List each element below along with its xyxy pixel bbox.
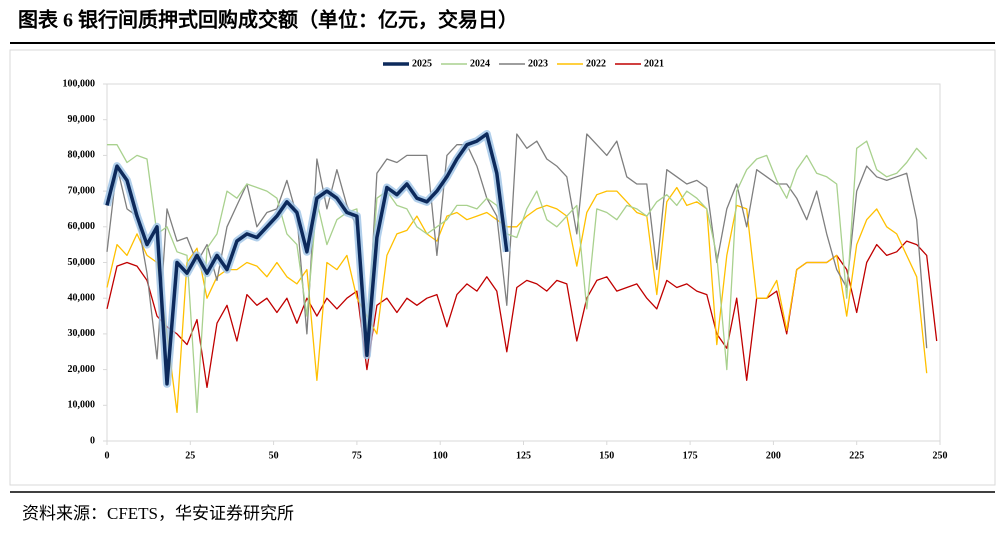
source-note: 资料来源：CFETS，华安证券研究所 (22, 504, 294, 523)
x-tick-label: 0 (105, 450, 110, 461)
y-tick-label: 80,000 (68, 150, 96, 161)
series-glow (103, 130, 511, 388)
x-tick-label: 125 (516, 450, 531, 461)
y-tick-label: 50,000 (68, 257, 96, 268)
x-tick-label: 150 (599, 450, 614, 461)
legend-label: 2024 (470, 58, 490, 69)
y-tick-label: 90,000 (68, 114, 96, 125)
y-tick-label: 100,000 (63, 78, 96, 89)
legend-label: 2021 (644, 58, 664, 69)
x-tick-label: 200 (766, 450, 781, 461)
series-line (107, 140, 928, 414)
x-tick-label: 175 (683, 450, 698, 461)
series-line (106, 186, 928, 414)
y-tick-label: 60,000 (68, 221, 96, 232)
y-tick-label: 70,000 (68, 185, 96, 196)
x-tick-label: 50 (269, 450, 279, 461)
legend-label: 2025 (412, 58, 432, 69)
series-line (105, 132, 509, 386)
x-tick-label: 75 (352, 450, 362, 461)
y-tick-label: 20,000 (68, 364, 96, 375)
x-tick-label: 25 (185, 450, 195, 461)
legend-label: 2022 (586, 58, 606, 69)
x-tick-label: 225 (849, 450, 864, 461)
y-tick-label: 10,000 (68, 400, 96, 411)
chart-title: 图表 6 银行间质押式回购成交额（单位：亿元，交易日） (18, 8, 518, 32)
y-tick-label: 40,000 (68, 292, 96, 303)
y-tick-label: 0 (90, 435, 95, 446)
x-tick-label: 100 (433, 450, 448, 461)
legend-label: 2023 (528, 58, 548, 69)
y-tick-label: 30,000 (68, 328, 96, 339)
x-tick-label: 250 (933, 450, 948, 461)
series-line (106, 133, 928, 360)
chart-frame (9, 49, 996, 486)
